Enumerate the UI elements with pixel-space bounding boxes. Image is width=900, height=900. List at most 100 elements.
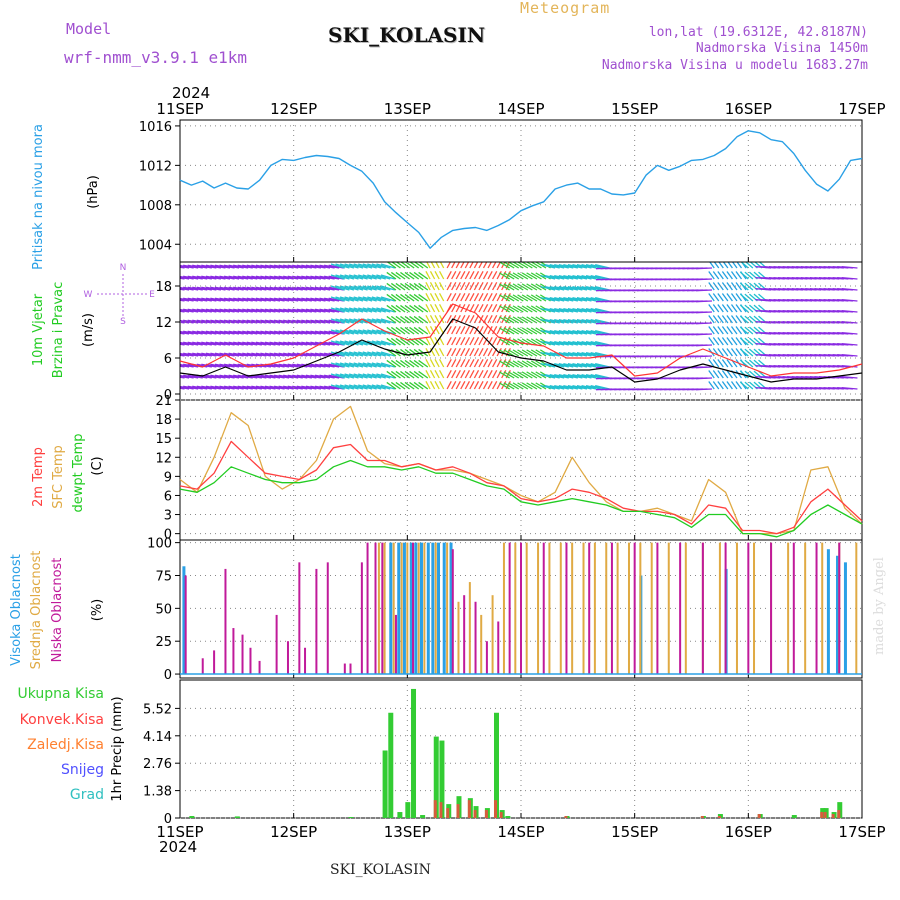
wind-barb (492, 303, 498, 313)
wind-barb (283, 308, 299, 313)
mid-cloud-bar (753, 542, 756, 675)
wind-barb (482, 270, 489, 280)
wind-barb (380, 340, 396, 346)
wind-barb (358, 373, 373, 379)
wind-barb (563, 285, 578, 291)
wind-barb (409, 304, 420, 313)
wind-barb (255, 286, 272, 291)
legend-hail: Grad (70, 787, 104, 803)
y-tick-label: 0 (164, 528, 172, 543)
wind-barb (413, 381, 424, 390)
compass-rose: N S W E (84, 263, 156, 327)
wind-barb (278, 297, 294, 302)
low-cloud-bar (747, 542, 750, 675)
wind-barb (264, 319, 281, 324)
wind-barb (180, 365, 185, 368)
wind-barb (273, 308, 290, 313)
wind-barb (339, 296, 355, 302)
legend-freezing-rain: Zaledj.Kisa (27, 737, 104, 753)
y-tick-label: 3 (164, 509, 172, 524)
y-tick-label: 1004 (139, 238, 172, 253)
wind-barb (305, 385, 322, 390)
wind-barb (595, 285, 610, 291)
wind-barb (223, 286, 240, 291)
wind-barb (246, 330, 262, 335)
wind-barb (376, 274, 391, 280)
wind-barb (273, 341, 290, 346)
wind-barb (521, 327, 533, 335)
wind-barb (451, 281, 457, 291)
low-cloud-bar (286, 641, 289, 675)
wind-barb (530, 262, 542, 269)
wind-barb (196, 275, 212, 280)
wind-barb (180, 298, 190, 302)
low-cloud-bar (394, 614, 397, 675)
wind-barb (473, 358, 480, 368)
wind-barb (260, 286, 276, 291)
wind-barb (712, 293, 720, 302)
wind-barb (335, 296, 350, 302)
wind-barb (296, 330, 312, 335)
wind-barb (721, 293, 729, 302)
wind-barb (425, 369, 431, 379)
wind-barb (478, 281, 484, 291)
conv-precip-bar (757, 814, 761, 818)
wind-barb (521, 294, 533, 302)
wind-direction-band (499, 262, 551, 390)
wind-barb (744, 304, 754, 313)
wind-barb (487, 303, 493, 313)
wind-barb (595, 274, 610, 280)
wind-barb (201, 341, 217, 346)
wind-barb (544, 373, 560, 379)
low-cloud-bar (298, 562, 301, 675)
mid-cloud-bar (627, 542, 630, 675)
wind-barb (473, 380, 480, 390)
wind-barb (731, 262, 738, 269)
wind-barb (319, 286, 335, 291)
wind-barb (526, 371, 538, 379)
wind-barb (496, 314, 502, 324)
wind-barb (735, 381, 743, 390)
wind-barb (180, 341, 194, 346)
wind-barb (469, 336, 475, 346)
wind-barb (371, 274, 386, 280)
wind-barb (581, 285, 597, 291)
wind-barb (512, 283, 524, 291)
wind-barb (228, 286, 244, 291)
y-tick-label: 25 (155, 635, 172, 650)
wind-barb (287, 385, 303, 390)
wind-barb (712, 359, 720, 368)
wind-barb (744, 326, 754, 335)
wind-barb (353, 340, 368, 346)
wind-barb (695, 311, 712, 314)
wind-barb (487, 380, 493, 390)
wind-barb (180, 376, 185, 379)
wind-barb (464, 325, 471, 335)
wind-barb (413, 293, 424, 302)
cloud-panel: 0 25 50 75 100 Visoka Oblacnost Srednja Obla… (9, 537, 863, 683)
wind-barb (210, 385, 226, 390)
wind-barb (404, 315, 415, 324)
conv-precip-bar (484, 810, 488, 818)
wind-barb (237, 374, 253, 379)
wind-barb (585, 351, 601, 357)
wind-barb (460, 262, 465, 269)
wind-barb (376, 296, 391, 302)
wind-barb (380, 296, 396, 302)
wind-barb (492, 380, 498, 390)
total-precip-bar (382, 750, 388, 818)
wind-barb (730, 381, 738, 390)
wind-barb (526, 382, 538, 390)
wind-barb (242, 341, 258, 346)
wind-barb (590, 296, 606, 302)
wind-barb (464, 281, 471, 291)
wind-barb (314, 297, 331, 302)
wind-barb (380, 307, 396, 313)
wind-barb (576, 351, 592, 357)
wind-barb (544, 296, 560, 302)
wind-barb (201, 308, 217, 313)
wind-barb (721, 359, 729, 368)
wind-barb (455, 336, 461, 346)
wind-barb (269, 319, 285, 324)
wind-barb (228, 341, 244, 346)
